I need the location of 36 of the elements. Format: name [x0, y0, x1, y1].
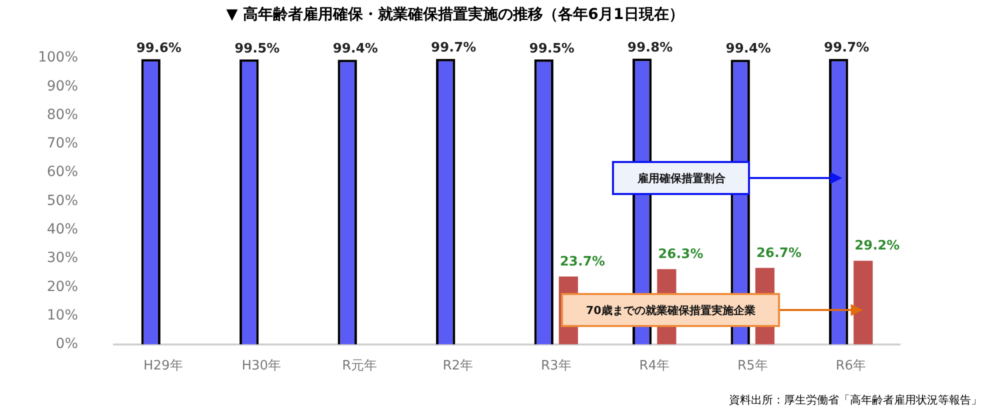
x-tick-label: R2年: [442, 358, 474, 374]
data-label: 99.7%: [431, 40, 476, 56]
x-tick-label: R元年: [342, 358, 378, 374]
data-label: 99.8%: [628, 40, 673, 56]
chart-title: ▼ 高年齢者雇用確保・就業確保措置実施の推移（各年6月1日現在）: [226, 4, 684, 23]
data-label: 99.6%: [136, 41, 182, 56]
x-tick-label: R4年: [639, 358, 670, 374]
data-label: 99.4%: [332, 42, 378, 57]
data-label: 99.7%: [824, 40, 870, 56]
y-tick-label: 90%: [46, 78, 78, 94]
data-label: 99.5%: [234, 41, 280, 56]
x-tick-label: H29年: [143, 358, 183, 374]
callout-box: 雇用確保措置割合: [612, 161, 750, 196]
y-tick-label: 100%: [38, 50, 78, 66]
y-tick-label: 0%: [56, 336, 78, 352]
text: 資料出所：厚生労働省「高年齢者雇用状況等報告」: [729, 393, 982, 406]
y-tick-label: 20%: [46, 278, 78, 295]
data-label: 99.4%: [726, 42, 771, 57]
data-label: 99.5%: [529, 41, 574, 56]
y-tick-label: 40%: [46, 221, 78, 238]
y-tick-label: 60%: [46, 164, 78, 180]
data-label: 26.7%: [756, 246, 802, 261]
bar: [854, 260, 873, 344]
y-tick-label: 50%: [46, 192, 78, 209]
x-tick-label: H30年: [242, 358, 282, 374]
data-label: 23.7%: [560, 254, 605, 270]
callout-box: 70歳までの就業確保措置実施企業: [561, 293, 780, 328]
y-tick-label: 30%: [46, 250, 78, 266]
x-tick-label: R6年: [836, 358, 866, 374]
data-label: 29.2%: [854, 238, 900, 254]
x-tick-label: R3年: [540, 358, 572, 374]
x-tick-label: R5年: [737, 358, 768, 374]
data-label: 26.3%: [658, 246, 704, 262]
y-tick-label: 10%: [46, 307, 78, 324]
y-tick-label: 70%: [46, 136, 78, 152]
y-tick-label: 80%: [46, 106, 78, 123]
